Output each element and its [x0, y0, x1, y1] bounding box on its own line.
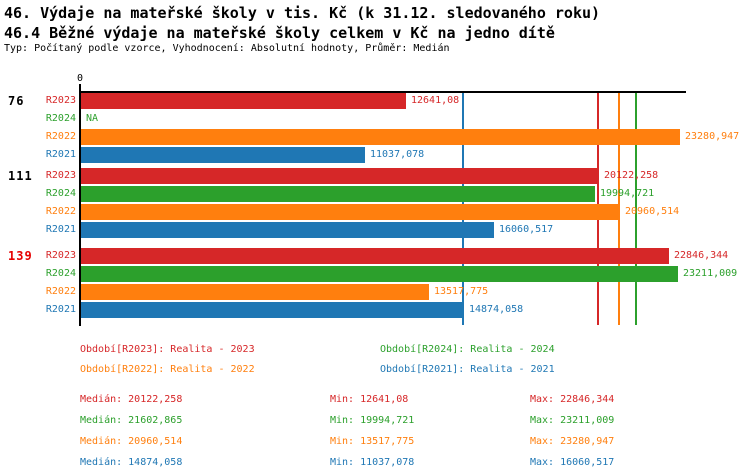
- page-title: 46. Výdaje na mateřské školy v tis. Kč (…: [4, 4, 601, 22]
- bar-value-label: 12641,08: [411, 95, 460, 106]
- row-label-r2024: R2024: [45, 113, 76, 124]
- bar-value-label: 19994,721: [600, 188, 655, 199]
- bar-r2023: [81, 248, 669, 264]
- bar-r2024: [81, 266, 678, 282]
- bar-r2023: [81, 168, 599, 184]
- bar-value-label: 14874,058: [469, 304, 524, 315]
- group-label-111: 111: [8, 169, 33, 183]
- chart-top-border: [80, 91, 686, 93]
- group-label-76: 76: [8, 94, 25, 108]
- row-label-r2023: R2023: [45, 170, 76, 181]
- row-label-r2021: R2021: [45, 304, 76, 315]
- bar-value-label: 23280,947: [685, 131, 740, 142]
- page-subtitle-indicator: 46.4 Běžné výdaje na mateřské školy celk…: [4, 24, 555, 42]
- stat-min-r2024: Min: 19994,721: [330, 415, 415, 426]
- legend-item-r2022: Období[R2022]: Realita - 2022: [80, 364, 255, 375]
- bar-r2021: [81, 302, 464, 318]
- stat-min-r2022: Min: 13517,775: [330, 436, 415, 447]
- stat-max-r2022: Max: 23280,947: [530, 436, 615, 447]
- bar-value-label: 22846,344: [674, 250, 729, 261]
- bar-r2022: [81, 284, 429, 300]
- legend-item-r2023: Období[R2023]: Realita - 2023: [80, 344, 255, 355]
- stat-max-r2021: Max: 16060,517: [530, 457, 615, 468]
- row-label-r2024: R2024: [45, 188, 76, 199]
- row-label-r2022: R2022: [45, 131, 76, 142]
- stat-median-r2022: Medián: 20960,514: [80, 436, 183, 447]
- median-line-r2024: [635, 93, 637, 325]
- stat-max-r2023: Max: 22846,344: [530, 394, 615, 405]
- bar-value-label: 11037,078: [370, 149, 425, 160]
- stat-min-r2021: Min: 11037,078: [330, 457, 415, 468]
- bar-value-label: 20122,258: [604, 170, 659, 181]
- bar-value-label: NA: [86, 113, 99, 124]
- x-axis-tick: [79, 84, 81, 92]
- bar-value-label: 13517,775: [434, 286, 489, 297]
- stat-median-r2023: Medián: 20122,258: [80, 394, 183, 405]
- row-label-r2022: R2022: [45, 206, 76, 217]
- bar-r2022: [81, 204, 620, 220]
- stat-min-r2023: Min: 12641,08: [330, 394, 409, 405]
- group-label-139: 139: [8, 249, 33, 263]
- row-label-r2023: R2023: [45, 95, 76, 106]
- row-label-r2024: R2024: [45, 268, 76, 279]
- bar-r2023: [81, 93, 406, 109]
- stat-median-r2021: Medián: 14874,058: [80, 457, 183, 468]
- bar-value-label: 20960,514: [625, 206, 680, 217]
- row-label-r2021: R2021: [45, 224, 76, 235]
- y-axis-line: [79, 91, 81, 326]
- bar-r2021: [81, 147, 365, 163]
- bar-value-label: 16060,517: [499, 224, 554, 235]
- legend-item-r2024: Období[R2024]: Realita - 2024: [380, 344, 555, 355]
- x-axis-zero-label: 0: [76, 73, 84, 84]
- legend-item-r2021: Období[R2021]: Realita - 2021: [380, 364, 555, 375]
- row-label-r2023: R2023: [45, 250, 76, 261]
- bar-r2022: [81, 129, 680, 145]
- bar-value-label: 23211,009: [683, 268, 738, 279]
- stat-max-r2024: Max: 23211,009: [530, 415, 615, 426]
- chart-meta-line: Typ: Počítaný podle vzorce, Vyhodnocení:…: [4, 43, 450, 54]
- bar-r2021: [81, 222, 494, 238]
- bar-r2024: [81, 186, 595, 202]
- stat-median-r2024: Medián: 21602,865: [80, 415, 183, 426]
- row-label-r2021: R2021: [45, 149, 76, 160]
- row-label-r2022: R2022: [45, 286, 76, 297]
